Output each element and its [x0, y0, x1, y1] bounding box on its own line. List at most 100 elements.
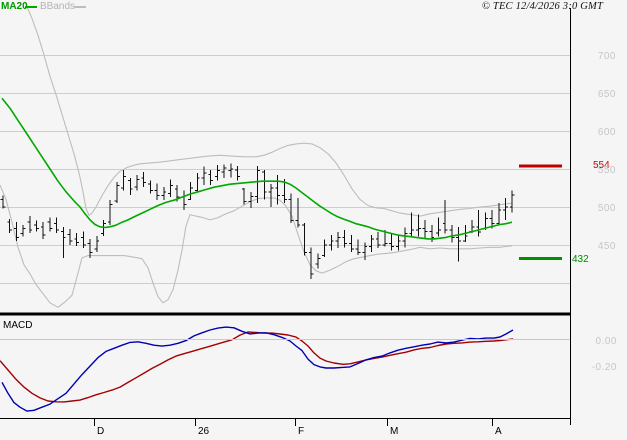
macd-axis-label: -0.20	[591, 362, 617, 373]
candle	[476, 210, 482, 237]
candle	[409, 212, 415, 237]
candle	[255, 166, 260, 204]
macd-lines	[0, 326, 514, 412]
candle	[121, 169, 126, 191]
candle	[168, 179, 173, 198]
candle	[235, 166, 240, 181]
price-axis-label: 650	[597, 89, 616, 100]
candle	[422, 219, 428, 239]
candle	[261, 169, 267, 200]
price-axis-label: 550	[597, 165, 616, 176]
candle	[442, 200, 448, 234]
candle	[60, 226, 66, 258]
candle	[154, 183, 160, 201]
candle	[288, 193, 294, 223]
month-label: A	[495, 426, 502, 437]
candle	[228, 163, 234, 178]
candle	[362, 242, 368, 261]
price-axis-label: 600	[597, 127, 616, 138]
candle	[416, 214, 421, 237]
candle	[322, 239, 327, 258]
bb-upper-line	[24, 1, 513, 217]
candle	[275, 175, 281, 205]
price-axis-label: 450	[597, 241, 616, 252]
candle	[54, 217, 59, 233]
resistance-level-label: 554	[593, 160, 610, 171]
candle	[509, 190, 515, 213]
ma20-line	[1, 97, 513, 240]
macd-line	[1, 326, 514, 412]
candle	[114, 181, 120, 204]
month-label: D	[97, 426, 105, 437]
bbands-legend-dash	[74, 6, 86, 8]
candle	[395, 235, 401, 251]
candle	[489, 210, 495, 229]
candle	[302, 223, 307, 256]
price-axis-label: 700	[597, 51, 616, 62]
candle	[221, 164, 227, 179]
candle	[369, 235, 374, 252]
candle	[342, 229, 348, 248]
candle	[248, 191, 254, 208]
candle	[40, 222, 46, 239]
macd-panel-label: MACD	[3, 320, 33, 331]
candle	[14, 222, 19, 242]
price-axis-label: 500	[597, 203, 616, 214]
candle	[389, 232, 394, 251]
bollinger-bands-lines	[0, 1, 513, 308]
month-label: 26	[198, 426, 210, 437]
candle	[328, 235, 334, 251]
candle	[94, 235, 100, 252]
candle	[503, 197, 508, 220]
candle	[349, 235, 354, 252]
candle	[315, 253, 321, 269]
candle	[215, 165, 220, 181]
candle	[295, 197, 301, 228]
bb-lower-line	[0, 184, 513, 308]
candle	[67, 229, 73, 245]
axis-lines	[0, 8, 572, 426]
candle	[107, 200, 113, 226]
macd-axis-label: 0.00	[595, 336, 617, 347]
candle	[141, 172, 147, 188]
candle	[47, 217, 53, 232]
candle	[456, 226, 461, 262]
candle	[308, 247, 314, 280]
support-level-label: 432	[572, 254, 589, 265]
candle	[27, 216, 33, 233]
support-resistance-lines	[519, 164, 562, 261]
ma20-legend-label: MA20	[1, 1, 28, 12]
candle	[81, 231, 86, 248]
candle	[282, 178, 287, 204]
candle	[127, 178, 133, 195]
candle	[268, 184, 274, 207]
month-label: M	[390, 426, 399, 437]
candle	[188, 181, 193, 201]
candlestick-series	[0, 163, 515, 280]
bbands-legend-label: BBands	[40, 1, 76, 12]
candle	[194, 172, 200, 192]
price-gridlines	[0, 55, 570, 284]
copyright-text: © TEC 12/4/2026 3:0 GMT	[481, 1, 603, 12]
candle	[20, 225, 26, 237]
candle	[496, 203, 502, 226]
candle	[134, 175, 140, 191]
candle	[436, 217, 441, 237]
candle	[0, 195, 6, 209]
candle	[87, 238, 93, 258]
month-label: F	[298, 426, 305, 437]
candle	[402, 227, 408, 248]
candle	[449, 225, 455, 243]
candle	[241, 188, 247, 205]
candle	[208, 169, 214, 185]
candle	[201, 166, 207, 185]
candle	[148, 180, 153, 194]
candle	[74, 232, 80, 246]
ma20-legend-dash	[25, 6, 37, 8]
ma20-path	[1, 97, 513, 240]
candle	[34, 220, 39, 232]
candle	[375, 232, 381, 248]
candle	[7, 219, 13, 233]
